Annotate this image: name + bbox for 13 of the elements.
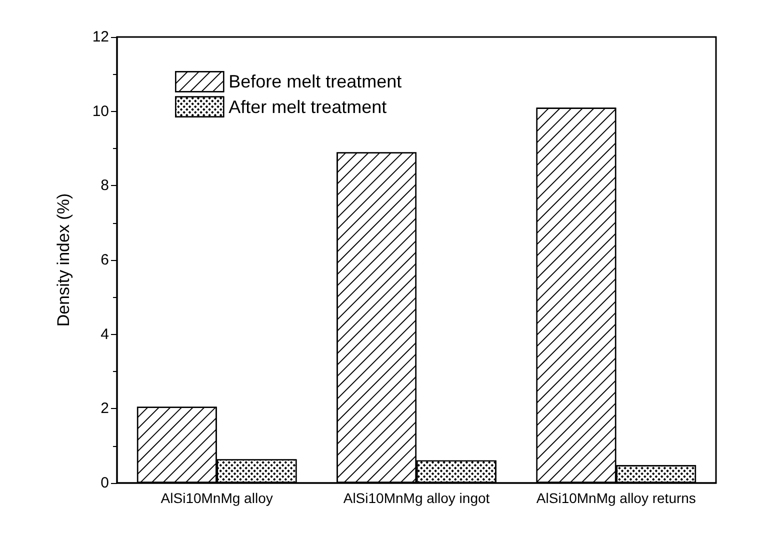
y-axis-title: Density index (%) [54, 193, 73, 327]
legend-label: Before melt treatment [228, 72, 402, 92]
y-tick-label: 2 [100, 400, 109, 418]
x-tick-label: AlSi10MnMg alloy [160, 490, 273, 506]
x-tick-label: AlSi10MnMg alloy returns [536, 490, 696, 506]
x-tick-label: AlSi10MnMg alloy ingot [343, 490, 490, 506]
y-tick-label: 0 [100, 474, 109, 492]
y-tick-label: 12 [92, 28, 109, 46]
y-tick-label: 4 [100, 326, 109, 343]
legend-label: After melt treatment [228, 96, 387, 117]
y-tick-label: 8 [100, 177, 109, 194]
y-tick-label: 10 [92, 102, 109, 120]
y-tick-label: 6 [100, 252, 109, 268]
